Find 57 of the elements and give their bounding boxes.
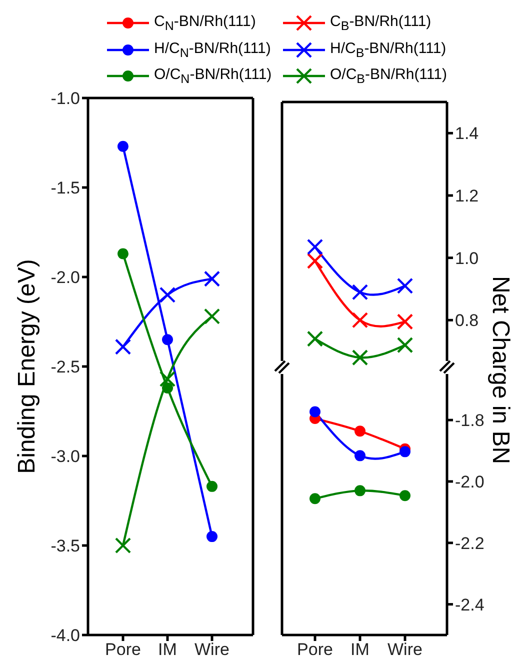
legend-label: H/C$_{N}$-BN/Rh(111) (154, 40, 271, 60)
point (306, 252, 324, 270)
point (352, 284, 368, 300)
x-tick-label: IM (158, 640, 177, 660)
legend-label: H/C$_{B}$-BN/Rh(111) (330, 40, 446, 60)
point (400, 446, 410, 458)
point (114, 338, 132, 355)
point (206, 531, 218, 542)
y-tick-label: -3.0 (50, 447, 80, 466)
point (396, 336, 414, 354)
legend-label: O/C$_{N}$-BN/Rh(111) (154, 66, 272, 86)
y-tick-label: 1.0 (455, 248, 479, 268)
point (162, 334, 173, 346)
y-tick-label: -3.5 (50, 536, 80, 556)
point (310, 493, 320, 504)
y-tick-label: -4.0 (50, 626, 80, 646)
point (114, 537, 132, 554)
point (400, 490, 410, 502)
y-axis-title: Net Charge in BN (486, 276, 514, 464)
point (159, 286, 176, 303)
y-tick-label: -1.5 (50, 178, 80, 198)
point (306, 330, 324, 347)
x-tick-label: Wire (388, 640, 422, 660)
point (206, 480, 218, 492)
point (204, 308, 220, 324)
point (306, 238, 324, 256)
y-tick-label: -2.5 (50, 358, 80, 377)
point (354, 450, 366, 462)
y-tick-label: -2.4 (455, 595, 484, 614)
point (310, 406, 320, 418)
y-axis-title: Binding Energy (eV) (14, 259, 41, 474)
y-tick-label: 1.2 (455, 186, 479, 206)
point (352, 312, 368, 328)
point (354, 485, 366, 496)
y-tick-label: -2.2 (455, 534, 484, 553)
legend-label: C$_{N}$-BN/Rh(111) (154, 13, 256, 34)
legend-label: C$_{B}$-BN/Rh(111) (330, 13, 432, 34)
point (159, 370, 176, 388)
y-tick-label: -1.0 (50, 89, 80, 108)
y-tick-label: -2.0 (455, 472, 484, 492)
point (118, 140, 128, 152)
x-tick-label: Pore (297, 640, 333, 660)
y-tick-label: -1.8 (455, 411, 484, 430)
point (354, 426, 366, 437)
x-tick-label: Pore (105, 640, 141, 660)
point (204, 270, 220, 287)
y-tick-label: -2.0 (50, 268, 80, 288)
y-tick-label: 0.8 (455, 311, 479, 330)
legend-label: O/C$_{B}$-BN/Rh(111) (330, 66, 447, 86)
point (396, 314, 414, 330)
point (118, 248, 128, 260)
point (352, 349, 368, 366)
point (396, 278, 414, 294)
x-tick-label: IM (350, 640, 370, 660)
x-tick-label: Wire (194, 640, 230, 660)
point (162, 382, 173, 394)
y-tick-label: 1.4 (455, 124, 479, 144)
